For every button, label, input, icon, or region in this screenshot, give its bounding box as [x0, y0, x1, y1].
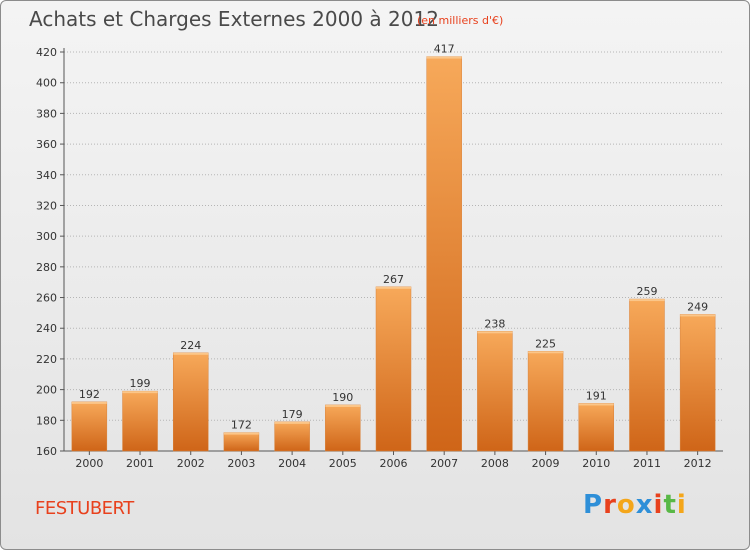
bar-highlight — [71, 401, 107, 404]
bar — [375, 286, 412, 452]
commune-name: FESTUBERT — [35, 498, 134, 519]
logo-letter: o — [616, 490, 636, 520]
y-tick-label: 360 — [36, 138, 57, 151]
x-tick-label: 2008 — [481, 457, 509, 470]
y-tick-label: 260 — [36, 292, 57, 305]
bar — [477, 331, 513, 452]
data-label: 179 — [282, 408, 303, 421]
data-label: 267 — [383, 273, 404, 286]
proxiti-logo: Proxiti — [583, 490, 687, 520]
logo-letter: P — [583, 490, 604, 520]
bar — [122, 390, 158, 452]
chart-subtitle: (en milliers d'€) — [417, 14, 504, 27]
bar — [629, 298, 665, 452]
bar — [325, 404, 361, 452]
logo-letter: t — [663, 490, 677, 520]
x-tick-label: 2004 — [278, 457, 306, 470]
y-tick-label: 200 — [36, 384, 57, 397]
y-tick-label: 300 — [36, 230, 57, 243]
bar-highlight — [122, 391, 158, 394]
bar-highlight — [223, 432, 259, 435]
data-label: 191 — [586, 389, 607, 402]
x-tick-label: 2005 — [329, 457, 357, 470]
y-tick-label: 220 — [36, 353, 57, 366]
x-tick-label: 2007 — [430, 457, 458, 470]
data-label: 199 — [130, 377, 151, 390]
bar-highlight — [274, 421, 310, 424]
y-tick-label: 160 — [36, 445, 57, 458]
data-label: 192 — [79, 388, 100, 401]
bars — [71, 56, 716, 452]
bar — [679, 314, 716, 452]
x-tick-label: 2011 — [633, 457, 661, 470]
logo-letter: r — [603, 490, 617, 520]
y-tick-label: 400 — [36, 77, 57, 90]
bar — [426, 56, 462, 452]
y-tick-label: 320 — [36, 199, 57, 212]
chart-title: Achats et Charges Externes 2000 à 2012 — [29, 7, 439, 31]
bar — [578, 403, 615, 452]
bar-highlight — [173, 352, 209, 355]
y-tick-label: 340 — [36, 169, 57, 182]
data-label: 238 — [484, 317, 505, 330]
bar-highlight — [528, 351, 564, 354]
bar-highlight — [376, 286, 411, 289]
y-tick-label: 280 — [36, 261, 57, 274]
data-label: 172 — [231, 419, 252, 432]
x-tick-label: 2001 — [126, 457, 154, 470]
bar — [223, 432, 260, 452]
logo-letter: i — [676, 490, 687, 520]
bar — [172, 352, 209, 452]
bar-highlight — [629, 299, 665, 302]
labels: 160 180 200 220 240 260 280 300 320 340 360 380 400 4… — [36, 43, 712, 470]
data-label: 190 — [332, 391, 353, 404]
x-tick-label: 2012 — [684, 457, 712, 470]
data-label: 259 — [636, 285, 657, 298]
data-label: 225 — [535, 337, 556, 350]
y-tick-label: 420 — [36, 46, 57, 59]
bar-highlight — [325, 404, 361, 407]
x-tick-label: 2010 — [582, 457, 610, 470]
data-label: 417 — [434, 43, 455, 56]
bar-highlight — [578, 403, 614, 406]
bar — [71, 401, 108, 452]
data-label: 224 — [180, 339, 201, 352]
bar — [274, 421, 310, 452]
logo-letter: x — [635, 490, 654, 520]
logo-letter: i — [653, 490, 664, 520]
bar-highlight — [426, 56, 462, 59]
bar — [527, 351, 564, 452]
bar-highlight — [680, 314, 716, 317]
x-tick-label: 2006 — [380, 457, 408, 470]
y-tick-label: 240 — [36, 322, 57, 335]
y-tick-label: 380 — [36, 107, 57, 120]
x-tick-label: 2000 — [75, 457, 103, 470]
x-tick-label: 2009 — [532, 457, 560, 470]
x-tick-label: 2002 — [177, 457, 205, 470]
x-tick-label: 2003 — [227, 457, 255, 470]
y-tick-label: 180 — [36, 414, 57, 427]
data-label: 249 — [687, 300, 708, 313]
bar-highlight — [477, 331, 513, 334]
